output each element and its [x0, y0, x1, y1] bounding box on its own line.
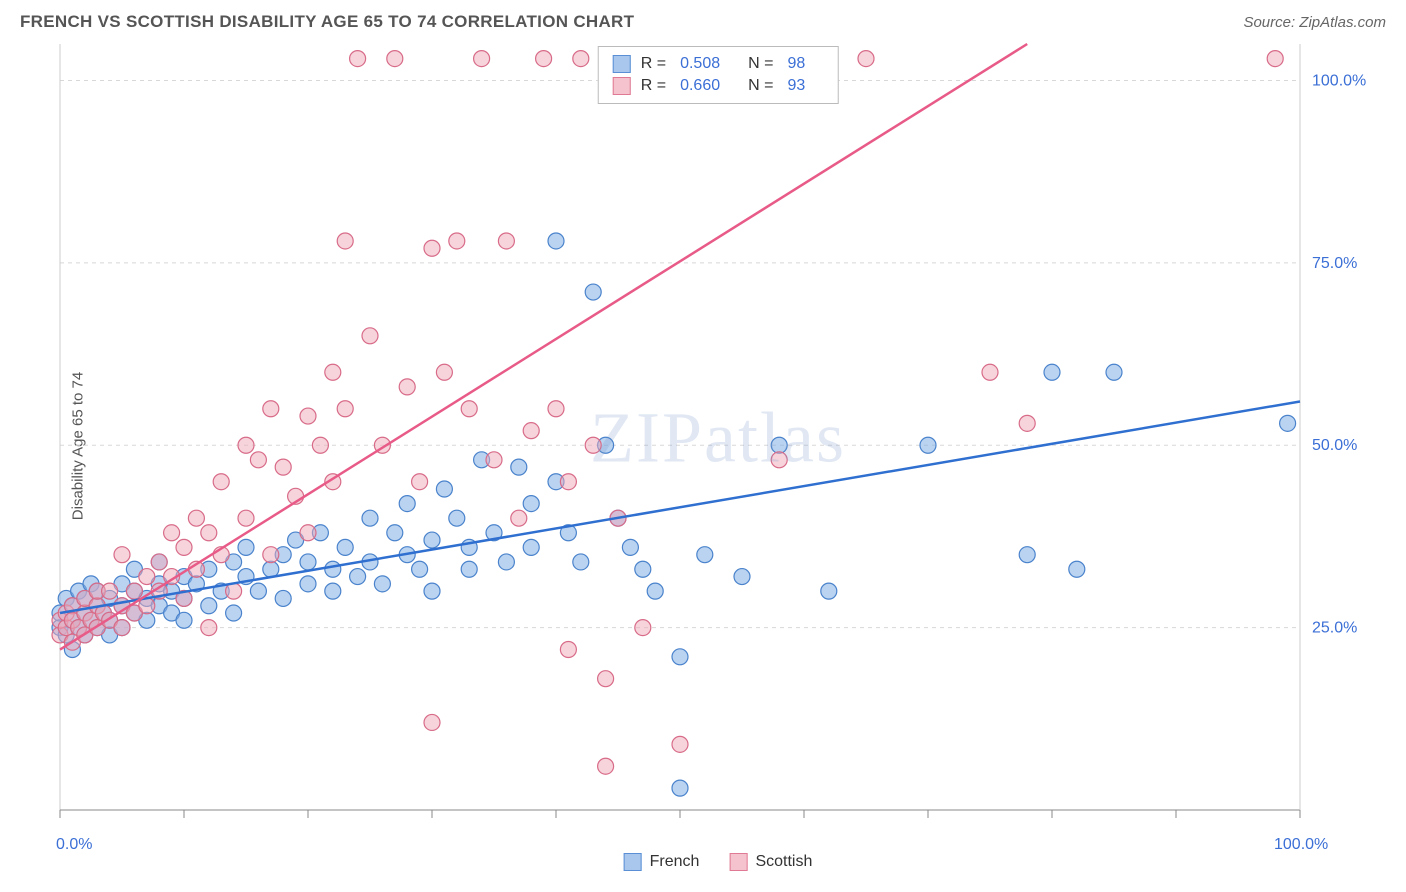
chart-title: FRENCH VS SCOTTISH DISABILITY AGE 65 TO …: [20, 12, 634, 32]
legend-series-label: Scottish: [755, 853, 812, 871]
legend-r-value: 0.660: [680, 77, 720, 95]
legend-r-value: 0.508: [680, 55, 720, 73]
legend-swatch: [613, 55, 631, 73]
legend-swatch: [729, 853, 747, 871]
legend-swatch: [613, 77, 631, 95]
legend-n-value: 93: [787, 77, 805, 95]
chart-container: 25.0%50.0%75.0%100.0% ZIPatlas R =0.508 …: [50, 40, 1386, 835]
legend-series: French Scottish: [624, 853, 813, 871]
svg-text:75.0%: 75.0%: [1312, 255, 1357, 272]
x-axis-min: 0.0%: [56, 836, 92, 854]
legend-stat-row: R = 0.660 N = 93: [613, 75, 824, 97]
legend-series-item: French: [624, 853, 700, 871]
legend-r-label: R =: [641, 55, 666, 73]
legend-series-label: French: [650, 853, 700, 871]
scatter-plot: 25.0% 50.0% 75.0% 100.0%: [50, 40, 1370, 830]
svg-text:100.0%: 100.0%: [1312, 72, 1366, 89]
legend-swatch: [624, 853, 642, 871]
legend-n-label: N =: [748, 55, 773, 73]
legend-stats: R = 0.508 N = 98 R = 0.660 N = 93: [598, 46, 839, 104]
legend-n-value: 98: [787, 55, 805, 73]
legend-stat-row: R = 0.508 N = 98: [613, 53, 824, 75]
legend-r-label: R =: [641, 77, 666, 95]
x-axis-max: 100.0%: [1274, 836, 1328, 854]
legend-n-label: N =: [748, 77, 773, 95]
svg-text:50.0%: 50.0%: [1312, 437, 1357, 454]
svg-text:25.0%: 25.0%: [1312, 620, 1357, 637]
legend-series-item: Scottish: [729, 853, 812, 871]
source-attribution: Source: ZipAtlas.com: [1243, 14, 1386, 31]
